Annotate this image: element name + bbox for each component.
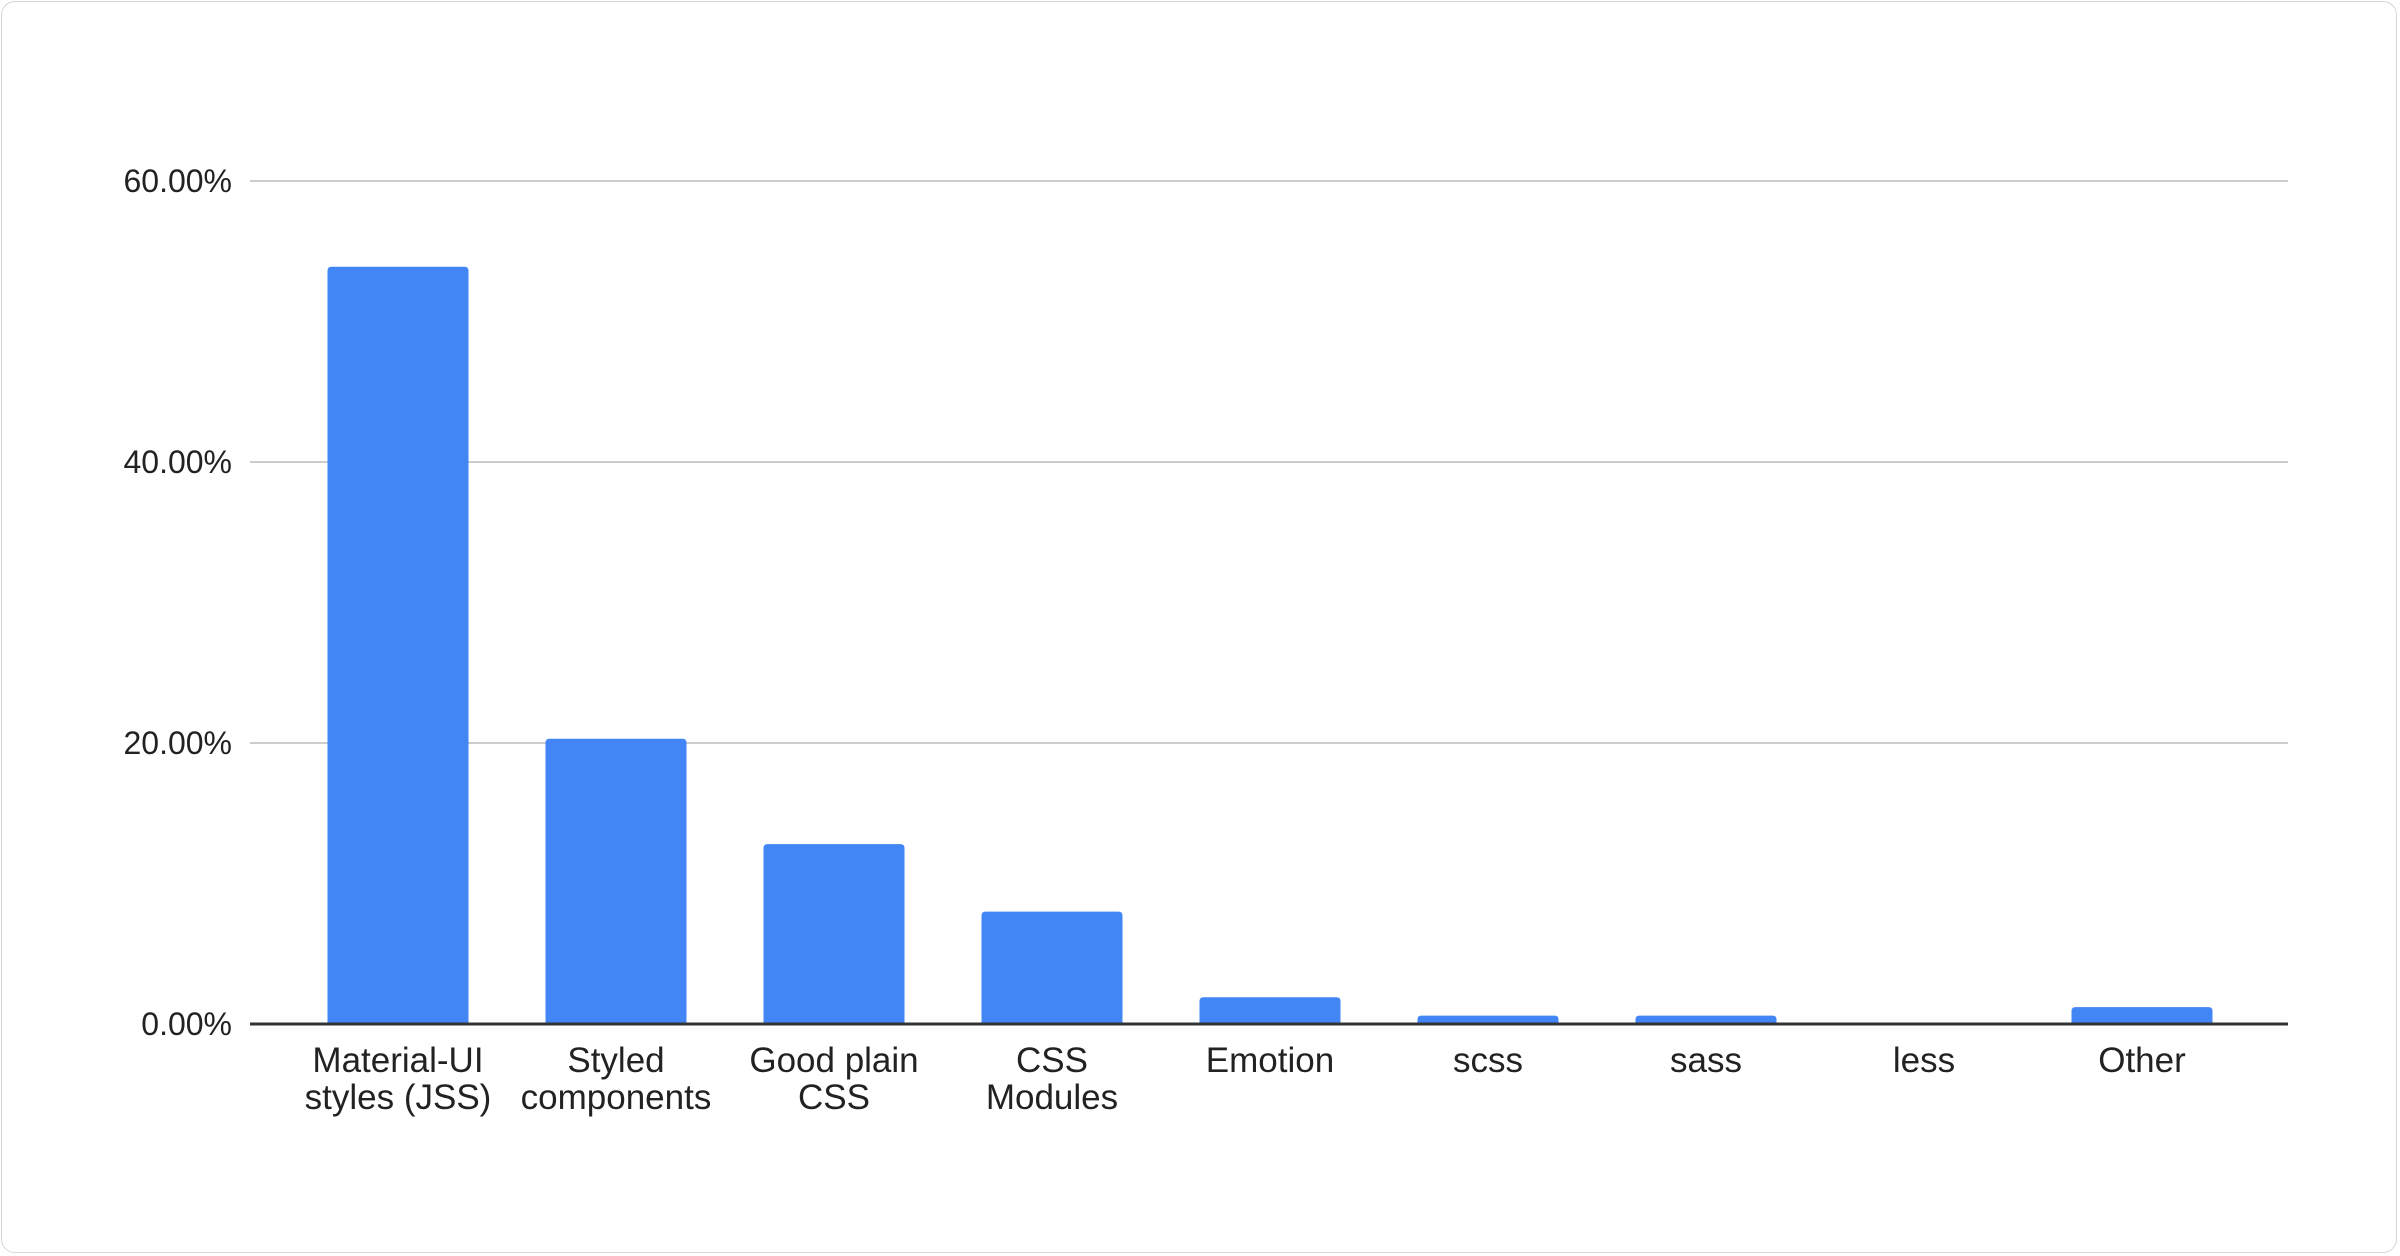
- x-tick-label: scss: [1453, 1041, 1523, 1080]
- bar: [763, 844, 905, 1024]
- y-tick-label: 20.00%: [123, 725, 232, 761]
- y-tick-label: 40.00%: [123, 444, 232, 480]
- x-tick-label: components: [521, 1078, 712, 1117]
- bar: [1417, 1015, 1559, 1024]
- y-tick-label: 60.00%: [123, 163, 232, 199]
- x-tick-label: Styled: [567, 1041, 664, 1080]
- x-tick-label: sass: [1670, 1041, 1742, 1080]
- x-tick-label: styles (JSS): [305, 1078, 492, 1117]
- bar: [327, 266, 469, 1025]
- x-tick-label: CSS: [798, 1078, 870, 1117]
- bar: [2071, 1007, 2213, 1024]
- bar: [1199, 997, 1341, 1024]
- x-tick-label: CSS: [1016, 1041, 1088, 1080]
- bar: [981, 911, 1123, 1024]
- x-tick-label: Emotion: [1206, 1041, 1334, 1080]
- bar: [545, 738, 687, 1024]
- bar: [1635, 1015, 1777, 1024]
- x-tick-label: Modules: [986, 1078, 1118, 1117]
- x-tick-label: Other: [2098, 1041, 2186, 1080]
- x-tick-label: less: [1893, 1041, 1955, 1080]
- x-tick-label: Good plain: [749, 1041, 918, 1080]
- y-tick-label: 0.00%: [141, 1006, 232, 1042]
- x-tick-label: Material-UI: [312, 1041, 483, 1080]
